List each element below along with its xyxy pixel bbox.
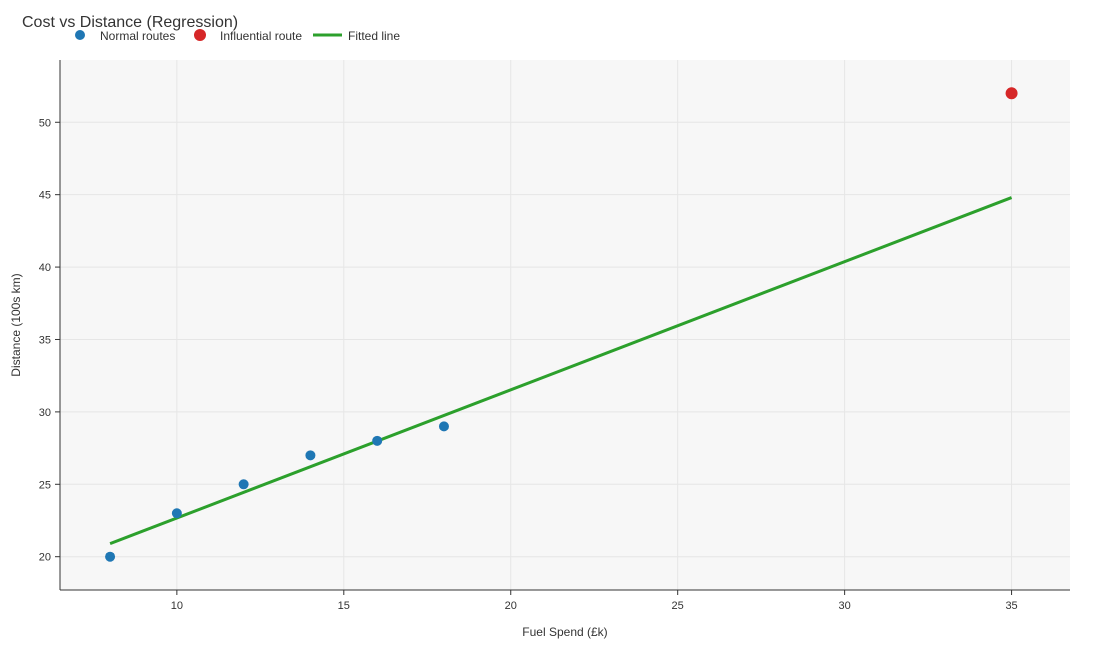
normal-route-point — [439, 421, 449, 431]
normal-route-point — [305, 450, 315, 460]
influential-route-point — [1006, 87, 1018, 99]
normal-route-point — [239, 479, 249, 489]
y-tick-label: 50 — [39, 117, 51, 129]
x-axis-title: Fuel Spend (£k) — [522, 625, 607, 639]
normal-route-point — [172, 508, 182, 518]
y-tick-label: 45 — [39, 190, 51, 202]
x-tick-label: 30 — [839, 600, 851, 612]
legend-label: Fitted line — [348, 29, 400, 43]
x-tick-label: 25 — [672, 600, 684, 612]
y-tick-label: 25 — [39, 479, 51, 491]
x-tick-label: 15 — [338, 600, 350, 612]
normal-route-point — [372, 436, 382, 446]
x-tick-label: 20 — [505, 600, 517, 612]
chart-title: Cost vs Distance (Regression) — [22, 14, 238, 32]
plot-background — [60, 60, 1070, 590]
legend-fitted-line: Fitted line — [313, 29, 400, 43]
y-axis-title: Distance (100s km) — [9, 273, 23, 376]
x-tick-label: 10 — [171, 600, 183, 612]
y-tick-label: 30 — [39, 407, 51, 419]
y-tick-label: 20 — [39, 552, 51, 564]
x-tick-label: 35 — [1005, 600, 1017, 612]
normal-route-point — [105, 552, 115, 562]
y-tick-label: 35 — [39, 334, 51, 346]
y-tick-label: 40 — [39, 262, 51, 274]
